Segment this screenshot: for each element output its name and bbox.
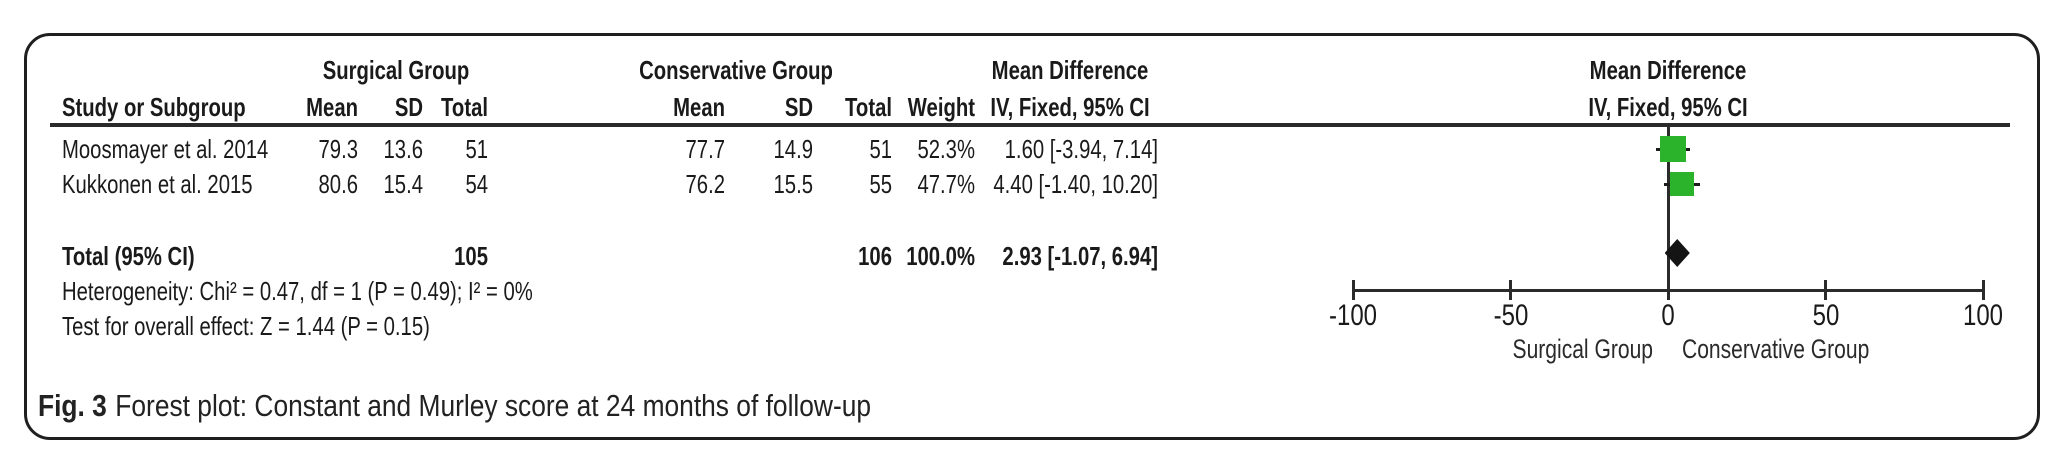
axis-label-surgical: Surgical Group xyxy=(1512,334,1653,364)
x-axis-tick xyxy=(1666,280,1670,300)
total-weight: 100.0% xyxy=(906,241,975,271)
col-header-surgical-sd: SD xyxy=(394,92,423,122)
study-marker-square xyxy=(1669,172,1694,196)
x-axis-tick-label: 0 xyxy=(1661,299,1675,332)
col-header-conservative-total: Total xyxy=(845,92,892,122)
group-header-mean-difference: Mean Difference xyxy=(991,55,1149,85)
conservative-total-value: 51 xyxy=(869,134,892,164)
total-ci: 2.93 [-1.07, 6.94] xyxy=(1002,241,1158,271)
col-header-surgical-total: Total xyxy=(441,92,488,122)
surgical-mean-value: 80.6 xyxy=(318,169,358,199)
x-axis-tick xyxy=(1981,280,1985,300)
x-axis-tick xyxy=(1824,280,1827,300)
figure-caption: Fig. 3 Forest plot: Constant and Murley s… xyxy=(38,389,871,423)
x-axis-tick xyxy=(1509,280,1512,300)
weight-value: 47.7% xyxy=(917,169,975,199)
surgical-sd-value: 15.4 xyxy=(383,169,423,199)
conservative-mean-value: 77.7 xyxy=(685,134,725,164)
conservative-total-value: 55 xyxy=(869,169,892,199)
ci-value: 4.40 [-1.40, 10.20] xyxy=(993,169,1158,199)
study-name: Moosmayer et al. 2014 xyxy=(62,134,269,164)
conservative-sd-value: 14.9 xyxy=(773,134,813,164)
overall-effect-text: Test for overall effect: Z = 1.44 (P = 0… xyxy=(62,311,430,341)
x-axis-tick-label: 50 xyxy=(1812,299,1839,332)
caption-label: Fig. 3 xyxy=(38,388,107,423)
axis-label-conservative: Conservative Group xyxy=(1682,334,1870,364)
col-header-weight: Weight xyxy=(907,92,975,122)
conservative-sd-value: 15.5 xyxy=(773,169,813,199)
surgical-total-value: 51 xyxy=(465,134,488,164)
caption-text: Forest plot: Constant and Murley score a… xyxy=(115,388,872,423)
total-conservative-n: 106 xyxy=(858,241,892,271)
group-header-surgical: Surgical Group xyxy=(322,55,470,85)
study-marker-square xyxy=(1660,136,1687,162)
plot-header-mean-difference: Mean Difference xyxy=(1589,55,1747,85)
plot-header-ci: IV, Fixed, 95% CI xyxy=(1588,92,1748,122)
col-header-conservative-mean: Mean xyxy=(673,92,725,122)
col-header-study: Study or Subgroup xyxy=(62,92,246,122)
total-label: Total (95% CI) xyxy=(62,241,195,271)
header-rule xyxy=(50,123,2010,127)
zero-line xyxy=(1666,125,1670,292)
surgical-mean-value: 79.3 xyxy=(318,134,358,164)
x-axis-tick xyxy=(1351,280,1355,300)
surgical-sd-value: 13.6 xyxy=(383,134,423,164)
study-name: Kukkonen et al. 2015 xyxy=(62,169,253,199)
ci-value: 1.60 [-3.94, 7.14] xyxy=(1004,134,1158,164)
heterogeneity-text: Heterogeneity: Chi² = 0.47, df = 1 (P = … xyxy=(62,276,533,306)
weight-value: 52.3% xyxy=(917,134,975,164)
surgical-total-value: 54 xyxy=(465,169,488,199)
figure-border xyxy=(24,33,2040,440)
x-axis-tick-label: 100 xyxy=(1962,299,2004,332)
conservative-mean-value: 76.2 xyxy=(685,169,725,199)
group-header-conservative: Conservative Group xyxy=(639,55,833,85)
col-header-surgical-mean: Mean xyxy=(306,92,358,122)
x-axis-tick-label: -100 xyxy=(1328,299,1378,332)
x-axis-tick-label: -50 xyxy=(1493,299,1528,332)
col-header-ci: IV, Fixed, 95% CI xyxy=(990,92,1150,122)
total-surgical-n: 105 xyxy=(454,241,488,271)
col-header-conservative-sd: SD xyxy=(784,92,813,122)
